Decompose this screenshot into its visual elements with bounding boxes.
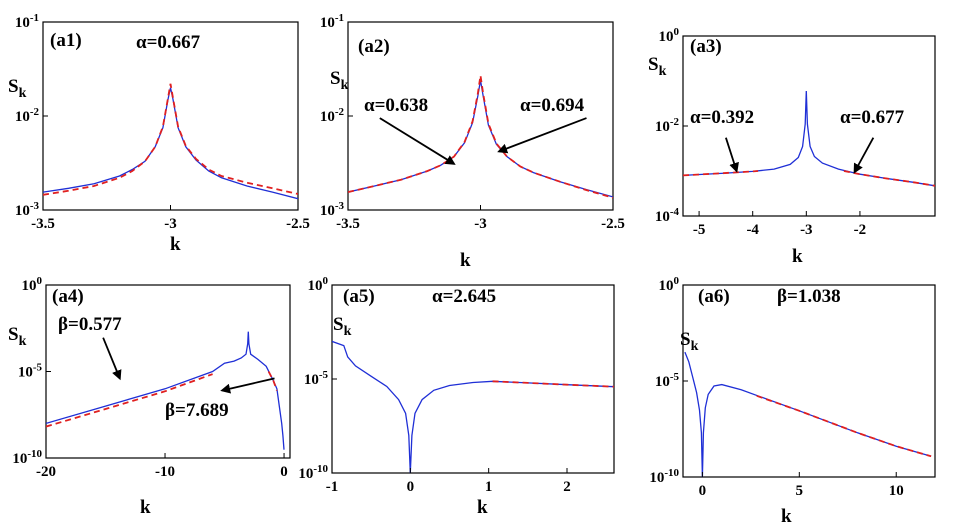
x-tick-label: -2 — [854, 222, 867, 238]
x-tick-label: -5 — [693, 222, 706, 238]
x-tick-label: -3 — [474, 216, 487, 232]
annotation-arrow — [379, 117, 456, 165]
annotation-arrow — [102, 337, 122, 381]
y-tick-label: 10-2 — [320, 106, 345, 125]
series-group — [43, 83, 298, 200]
fit-line-2 — [756, 394, 932, 458]
y-tick-label: 10-4 — [655, 206, 680, 225]
y-axis-label: Sk — [333, 314, 352, 339]
chart-panel-5: -1 0 1 2 10-10 10-5 100 (a5) Sk k α=2.645 — [298, 275, 615, 518]
panel-tag: (a1) — [50, 30, 82, 51]
y-axis-label: Sk — [8, 324, 27, 349]
annotation-label: α=0.694 — [520, 95, 585, 116]
annotation-arrow — [725, 137, 739, 173]
data-line-1 — [332, 340, 614, 473]
series-group — [46, 331, 285, 450]
y-tick-label: 10-10 — [649, 467, 679, 486]
x-tick-label: -2.5 — [601, 216, 625, 232]
x-tick-label: 0 — [407, 479, 415, 495]
y-tick-label: 100 — [659, 26, 680, 45]
x-axis-label: k — [477, 497, 488, 518]
x-axis-label: k — [140, 497, 151, 518]
y-tick-label: 10-5 — [304, 369, 329, 388]
x-tick-label: -3 — [800, 222, 813, 238]
x-tick-label: 5 — [796, 483, 804, 499]
plot-frame — [45, 284, 291, 459]
data-line-1 — [683, 90, 935, 187]
y-tick-label: 100 — [308, 275, 329, 294]
annotation-label: α=0.667 — [136, 32, 201, 53]
series-group — [332, 340, 614, 473]
panel-tag: (a2) — [358, 36, 390, 57]
series-group — [684, 351, 932, 477]
panel-tag: (a5) — [343, 286, 375, 307]
y-axis-label: Sk — [330, 68, 349, 93]
fit-line-2 — [683, 170, 759, 177]
x-tick-label: -3 — [164, 216, 177, 232]
y-tick-label: 10-5 — [18, 362, 43, 381]
x-tick-label: -10 — [155, 464, 175, 480]
panel-tag: (a4) — [52, 286, 84, 307]
chart-panel-3: -5 -4 -3 -2 10-4 10-2 100 (a3) Sk k α=0.392 α=0.677 — [648, 26, 936, 267]
annotation-label: α=2.645 — [432, 286, 496, 307]
x-tick-label: 10 — [889, 483, 904, 499]
fit-line-2 — [43, 83, 298, 196]
panel-tag: (a6) — [698, 286, 730, 307]
plot-frame — [682, 284, 936, 478]
x-tick-label: -20 — [36, 464, 56, 480]
y-tick-label: 10-10 — [298, 463, 328, 482]
panel-tag: (a3) — [690, 36, 722, 57]
y-axis-label: Sk — [8, 76, 27, 101]
series-group — [683, 90, 935, 187]
x-tick-label: 2 — [563, 479, 571, 495]
data-line-1 — [46, 331, 285, 450]
y-tick-label: 100 — [659, 275, 680, 294]
x-tick-label: -1 — [326, 479, 339, 495]
y-axis-label: Sk — [648, 54, 667, 79]
y-tick-label: 100 — [22, 275, 43, 294]
x-axis-label: k — [460, 250, 471, 271]
x-tick-label: 0 — [280, 464, 288, 480]
y-tick-label: 10-2 — [15, 106, 40, 125]
series-group — [348, 75, 613, 199]
x-axis-label: k — [170, 234, 181, 255]
annotation-label: β=0.577 — [58, 314, 122, 335]
annotation-label: β=1.038 — [777, 286, 841, 307]
y-tick-label: 10-5 — [655, 371, 680, 390]
y-tick-label: 10-1 — [15, 12, 39, 31]
annotation-arrow — [497, 117, 587, 154]
x-axis-label: k — [792, 246, 803, 267]
fit-line-2 — [348, 75, 613, 199]
fit-line-2 — [492, 380, 614, 388]
x-tick-label: 0 — [699, 483, 707, 499]
y-tick-label: 10-1 — [320, 12, 344, 31]
annotation-arrow — [220, 377, 275, 394]
fit-line-2 — [46, 373, 213, 428]
x-axis-label: k — [781, 506, 792, 527]
annotation-label: β=7.689 — [165, 400, 229, 421]
data-line-1 — [43, 87, 298, 200]
annotation-arrow — [853, 137, 875, 174]
y-tick-label: 10-2 — [655, 116, 680, 135]
x-tick-label: 1 — [485, 479, 493, 495]
x-tick-label: -4 — [746, 222, 759, 238]
annotation-label: α=0.677 — [840, 107, 905, 128]
annotation-label: α=0.638 — [364, 95, 428, 116]
annotation-label: α=0.392 — [690, 107, 754, 128]
fit-line-3 — [267, 371, 278, 391]
x-tick-label: -3.5 — [336, 216, 360, 232]
x-tick-label: -3.5 — [31, 216, 55, 232]
x-tick-label: -2.5 — [286, 216, 310, 232]
